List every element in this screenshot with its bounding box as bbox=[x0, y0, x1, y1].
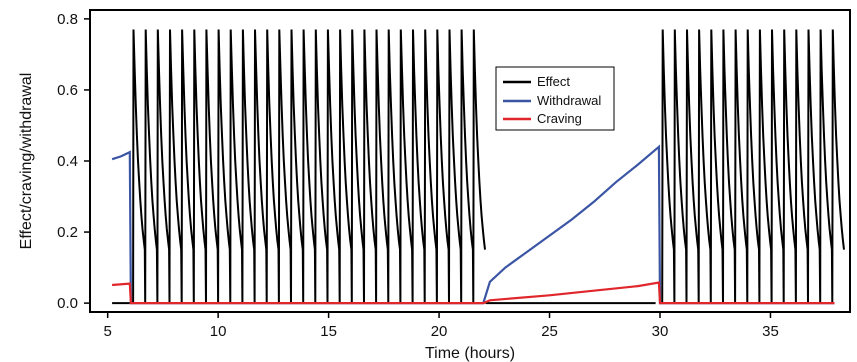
x-tick-label: 10 bbox=[210, 323, 227, 340]
legend: Effect Withdrawal Craving bbox=[495, 66, 615, 131]
x-tick-label: 15 bbox=[320, 323, 337, 340]
series-line-withdrawal bbox=[111, 144, 835, 305]
y-tick-label: 0.6 bbox=[57, 82, 78, 99]
legend-label-effect: Effect bbox=[537, 74, 570, 89]
x-tick-label: 35 bbox=[762, 323, 779, 340]
y-axis-title: Effect/craving/withdrawal bbox=[18, 73, 35, 250]
series-line-effect bbox=[112, 29, 845, 305]
x-tick-label: 30 bbox=[652, 323, 669, 340]
y-axis: 0.0 0.2 0.4 0.6 0.8 bbox=[57, 11, 90, 312]
y-tick-label: 0.0 bbox=[57, 295, 78, 312]
legend-label-craving: Craving bbox=[537, 111, 582, 126]
x-axis-title: Time (hours) bbox=[425, 345, 515, 362]
x-tick-label: 5 bbox=[104, 323, 112, 340]
y-tick-label: 0.2 bbox=[57, 224, 78, 241]
x-axis: 5 10 15 20 25 30 35 bbox=[104, 312, 779, 340]
x-tick-label: 20 bbox=[431, 323, 448, 340]
series-layer bbox=[111, 29, 845, 305]
y-tick-label: 0.4 bbox=[57, 153, 78, 170]
series-line-craving bbox=[112, 281, 835, 305]
y-tick-label: 0.8 bbox=[57, 11, 78, 28]
legend-label-withdrawal: Withdrawal bbox=[537, 93, 601, 108]
x-tick-label: 25 bbox=[541, 323, 558, 340]
